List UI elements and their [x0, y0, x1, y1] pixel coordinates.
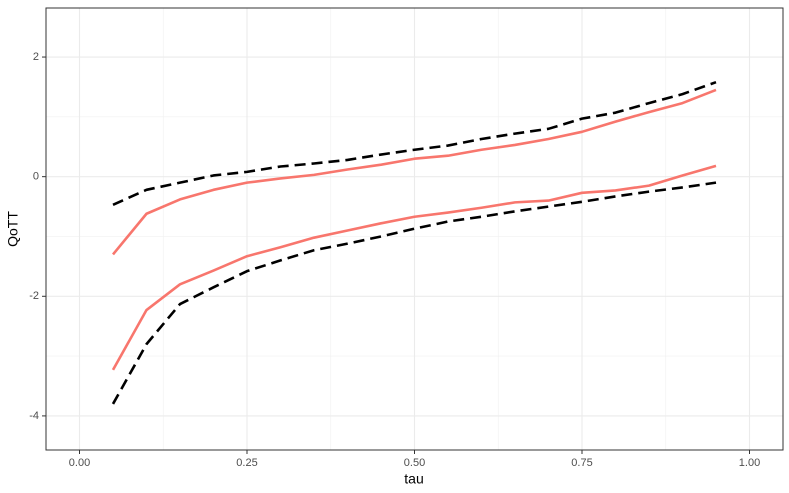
line-series — [112, 80, 717, 206]
y-tick-label: -2 — [29, 290, 39, 302]
x-tick-label: 1.00 — [739, 457, 760, 469]
x-tick-label: 0.75 — [571, 457, 592, 469]
x-tick-label: 0.00 — [69, 457, 90, 469]
x-tick-label: 0.50 — [404, 457, 425, 469]
y-axis-label: QoTT — [5, 211, 21, 247]
panel-border — [45, 7, 784, 451]
x-tick-label: 0.25 — [236, 457, 257, 469]
y-tick-label: 0 — [33, 171, 39, 183]
x-axis-label: tau — [404, 471, 423, 487]
line-series — [111, 164, 717, 371]
line-series — [111, 181, 717, 405]
line-series — [111, 88, 717, 256]
y-tick-label: 2 — [33, 51, 39, 63]
y-tick-label: -4 — [29, 410, 39, 422]
